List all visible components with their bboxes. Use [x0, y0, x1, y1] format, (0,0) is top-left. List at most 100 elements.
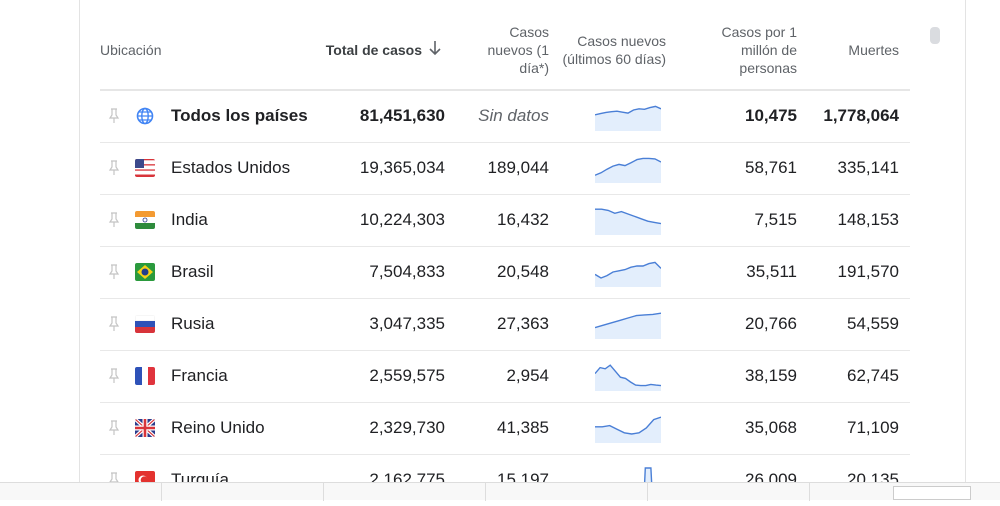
- sparkline-area: [595, 262, 661, 287]
- arrow-down-icon[interactable]: [428, 40, 442, 56]
- sparkline-line: [595, 364, 661, 387]
- sparkline-area: [595, 365, 661, 391]
- new-cases: Sin datos: [478, 106, 549, 125]
- new-cases: 27,363: [497, 314, 549, 333]
- cases-per-million: 10,475: [745, 106, 797, 125]
- sparkline-line: [595, 312, 661, 329]
- flag-gb-icon: [135, 419, 155, 437]
- pin-icon[interactable]: [108, 368, 120, 384]
- sparkline-area: [595, 417, 661, 443]
- flag-in-icon: [135, 211, 155, 229]
- sparkline: [595, 208, 661, 235]
- row-divider: [100, 142, 910, 143]
- sparkline: [595, 312, 661, 339]
- row-divider: [100, 350, 910, 351]
- cases-per-million: 38,159: [745, 366, 797, 385]
- sparkline-area: [595, 313, 661, 339]
- new-cases: 2,954: [506, 366, 549, 385]
- header-deaths[interactable]: Muertes: [848, 42, 899, 58]
- header-sparkline[interactable]: Casos nuevos (últimos 60 días): [562, 33, 666, 67]
- pin-icon[interactable]: [108, 420, 120, 436]
- deaths: 335,141: [837, 158, 899, 177]
- sparkline-line: [595, 105, 661, 116]
- location-name[interactable]: India: [171, 210, 208, 229]
- sparkline-line: [595, 208, 661, 225]
- total-cases: 3,047,335: [369, 314, 445, 333]
- row-divider: [100, 454, 910, 455]
- table-row[interactable]: Francia 2,559,575 2,954 38,159 62,745: [0, 350, 1000, 402]
- table-row[interactable]: Rusia 3,047,335 27,363 20,766 54,559: [0, 298, 1000, 350]
- deaths: 1,778,064: [823, 106, 899, 125]
- total-cases: 7,504,833: [369, 262, 445, 281]
- cases-per-million: 20,766: [745, 314, 797, 333]
- taskbar-tab[interactable]: [648, 483, 810, 501]
- table-row[interactable]: Estados Unidos 19,365,034 189,044 58,761 335…: [0, 142, 1000, 194]
- scrollbar-thumb[interactable]: [930, 27, 940, 44]
- pin-icon[interactable]: [108, 264, 120, 280]
- location-name[interactable]: Todos los países: [171, 106, 308, 125]
- cases-per-million: 7,515: [754, 210, 797, 229]
- sparkline: [595, 364, 661, 391]
- location-name[interactable]: Rusia: [171, 314, 215, 333]
- table-row[interactable]: Brasil 7,504,833 20,548 35,511 191,570: [0, 246, 1000, 298]
- row-divider: [100, 402, 910, 403]
- taskbar-tab[interactable]: [324, 483, 486, 501]
- new-cases: 20,548: [497, 262, 549, 281]
- pin-icon[interactable]: [108, 212, 120, 228]
- table-row[interactable]: India 10,224,303 16,432 7,515 148,153: [0, 194, 1000, 246]
- sparkline: [595, 261, 661, 287]
- sparkline: [595, 416, 661, 443]
- location-name[interactable]: Estados Unidos: [171, 158, 291, 177]
- deaths: 71,109: [847, 418, 899, 437]
- header-total-cases[interactable]: Total de casos: [325, 42, 422, 58]
- table-row[interactable]: Reino Unido 2,329,730 41,385 35,068 71,109: [0, 402, 1000, 454]
- header-per-million[interactable]: Casos por 1 millón de personas: [721, 24, 797, 76]
- total-cases: 10,224,303: [359, 210, 445, 229]
- location-name[interactable]: Francia: [171, 366, 228, 385]
- header-location[interactable]: Ubicación: [100, 42, 162, 58]
- new-cases: 41,385: [497, 418, 549, 437]
- taskbar-tab[interactable]: [0, 483, 162, 501]
- pin-icon[interactable]: [108, 160, 120, 176]
- taskbar-tab[interactable]: [486, 483, 648, 501]
- sparkline: [595, 105, 661, 131]
- row-divider: [100, 246, 910, 247]
- total-cases: 81,451,630: [359, 106, 445, 125]
- row-divider: [100, 298, 910, 299]
- sparkline-area: [595, 106, 661, 131]
- new-cases: 189,044: [487, 158, 549, 177]
- cases-per-million: 35,068: [745, 418, 797, 437]
- flag-ru-icon: [135, 315, 155, 333]
- table-row[interactable]: Todos los países 81,451,630 Sin datos 10,47…: [0, 90, 1000, 142]
- new-cases: 16,432: [497, 210, 549, 229]
- sparkline-line: [595, 416, 661, 435]
- location-name[interactable]: Reino Unido: [171, 418, 265, 437]
- deaths: 54,559: [847, 314, 899, 333]
- flag-br-icon: [135, 263, 155, 281]
- flag-fr-icon: [135, 367, 155, 385]
- taskbar: [0, 482, 1000, 501]
- taskbar-button[interactable]: [893, 486, 971, 500]
- row-divider: [100, 89, 910, 91]
- cases-per-million: 58,761: [745, 158, 797, 177]
- deaths: 191,570: [837, 262, 899, 281]
- flag-us-icon: [135, 159, 155, 177]
- sparkline-line: [595, 261, 661, 279]
- total-cases: 2,329,730: [369, 418, 445, 437]
- deaths: 62,745: [847, 366, 899, 385]
- sparkline: [595, 157, 661, 183]
- sparkline-area: [595, 158, 661, 183]
- pin-icon[interactable]: [108, 108, 120, 124]
- total-cases: 2,559,575: [369, 366, 445, 385]
- deaths: 148,153: [837, 210, 899, 229]
- location-name[interactable]: Brasil: [171, 262, 214, 281]
- taskbar-tab[interactable]: [162, 483, 324, 501]
- sparkline-line: [595, 157, 661, 176]
- sparkline-area: [595, 209, 661, 235]
- row-divider: [100, 194, 910, 195]
- header-new-cases[interactable]: Casos nuevos (1 día*): [487, 24, 549, 76]
- globe-icon: [135, 107, 155, 125]
- pin-icon[interactable]: [108, 316, 120, 332]
- content-frame: [79, 0, 966, 500]
- total-cases: 19,365,034: [359, 158, 445, 177]
